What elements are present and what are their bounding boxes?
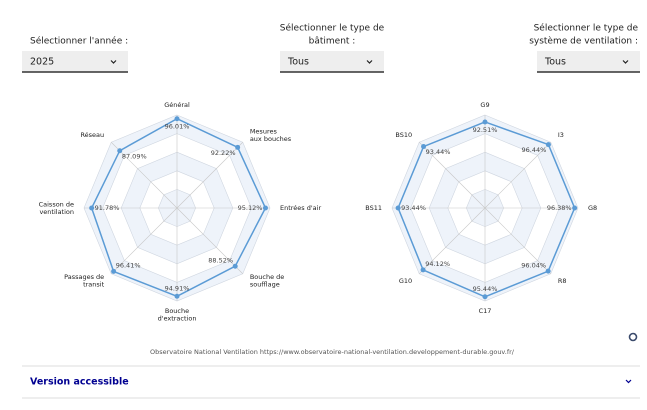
axis-label: Mesures	[250, 127, 278, 135]
axis-label: C17	[479, 307, 492, 315]
value-label: 93.44%	[426, 148, 451, 156]
filter-label: Sélectionner le type de	[280, 23, 385, 34]
axis-label: Passages de	[64, 273, 104, 281]
value-label: 91.78%	[95, 204, 120, 212]
data-point	[482, 294, 488, 300]
axis-label: R8	[558, 277, 567, 285]
axis-label: Bouche	[165, 307, 189, 315]
radar-chart: 92.51% G9 96.44% I3 96.38% G8 96.04% R8 95.44% C1…	[365, 101, 597, 315]
value-label: 94.12%	[425, 260, 450, 268]
dropdown-value: Tous	[287, 57, 309, 68]
spoke	[111, 207, 178, 274]
spoke	[484, 142, 551, 209]
spoke	[176, 142, 243, 209]
filter-label: système de ventilation :	[529, 36, 638, 47]
data-point	[174, 116, 180, 122]
refresh-circle	[628, 332, 638, 342]
filter-label: Sélectionner l'année :	[30, 36, 128, 47]
axis-label: Bouche de	[250, 273, 284, 281]
axis-label: ventilation	[39, 208, 74, 216]
value-label: 95.12%	[238, 204, 263, 212]
axis-label: G9	[480, 101, 489, 109]
axis-label: BS10	[395, 131, 412, 139]
value-label: 93.44%	[401, 204, 426, 212]
axis-label: BS11	[365, 204, 382, 212]
data-point	[117, 148, 123, 154]
chevron	[622, 60, 629, 64]
dropdown-value: Tous	[544, 57, 566, 68]
data-point	[395, 205, 401, 211]
dropdown[interactable]: 2025	[22, 51, 128, 73]
filter-label: bâtiment :	[309, 37, 356, 47]
data-point	[545, 142, 551, 148]
data-point	[482, 119, 488, 125]
axis-label: G10	[399, 277, 412, 285]
axis-label: G8	[588, 204, 597, 212]
filter-label: Sélectionner le type de	[534, 23, 639, 34]
axis-label: aux bouches	[250, 135, 292, 143]
value-label: 95.44%	[473, 285, 498, 293]
data-point	[572, 205, 578, 211]
value-label: 96.04%	[521, 261, 546, 269]
value-label: 92.51%	[473, 126, 498, 134]
axis-label: transit	[83, 281, 105, 289]
spoke	[176, 207, 243, 274]
dropdown-box	[280, 51, 384, 72]
value-label: 96.44%	[522, 146, 547, 154]
dropdown[interactable]: Tous	[537, 51, 640, 73]
axis-label: Réseau	[80, 131, 104, 139]
data-point	[545, 268, 551, 274]
refresh-icon[interactable]	[628, 332, 638, 342]
dropdown[interactable]: Tous	[280, 51, 384, 73]
dropdown-box	[22, 51, 128, 72]
axis-label: Entrées d'air	[280, 204, 321, 212]
axis-label: soufflage	[250, 281, 280, 289]
data-point	[235, 144, 241, 150]
spoke	[111, 142, 178, 209]
value-label: 94.91%	[165, 284, 190, 292]
spoke	[419, 207, 486, 274]
axis-label: Général	[164, 101, 190, 109]
spoke	[484, 207, 551, 274]
source: Observatoire National Ventilation https:…	[150, 348, 515, 356]
data-point	[262, 205, 268, 211]
data-point	[420, 267, 426, 273]
data-point	[421, 144, 427, 150]
chevron	[625, 379, 632, 384]
axis-label: I3	[558, 131, 564, 139]
value-label: 92.22%	[211, 149, 236, 157]
value-label: 88.52%	[208, 257, 233, 265]
value-label: 96.01%	[165, 123, 190, 131]
axis-label: Caisson de	[39, 200, 74, 208]
axis-label: d'extraction	[158, 315, 197, 323]
value-label: 96.38%	[547, 204, 572, 212]
dropdown-value: 2025	[30, 57, 54, 68]
accessible-toggle[interactable]: Version accessible	[30, 377, 129, 388]
dropdown-box	[537, 51, 640, 72]
value-label: 96.41%	[116, 262, 141, 270]
data-point	[174, 293, 180, 299]
data-point	[111, 268, 117, 274]
chevron	[366, 60, 373, 64]
chevron	[110, 60, 117, 64]
value-label: 87.09%	[122, 152, 147, 160]
data-point	[232, 263, 238, 269]
spoke	[419, 142, 486, 209]
filters: Sélectionner l'année : 2025 Sélectionner l…	[22, 23, 640, 73]
data-point	[89, 205, 95, 211]
